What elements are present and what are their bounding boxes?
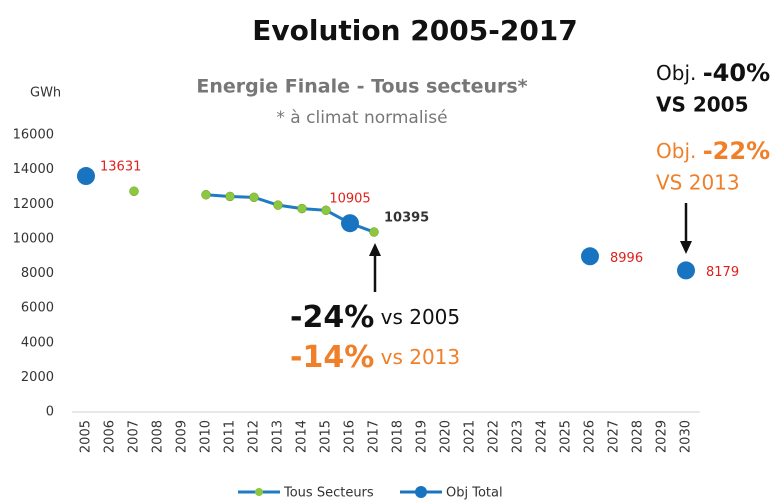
- legend-marker: [255, 488, 263, 496]
- x-tick-label: 2028: [631, 420, 646, 453]
- x-tick-label: 2010: [199, 420, 214, 453]
- y-tick-label: 8000: [21, 266, 54, 281]
- series-marker: [129, 186, 139, 197]
- chart-subtitle: Energie Finale - Tous secteurs*: [196, 76, 527, 98]
- x-tick-label: 2005: [79, 420, 94, 453]
- x-tick-label: 2019: [415, 420, 430, 453]
- x-tick-label: 2006: [103, 420, 118, 453]
- data-label: 8996: [610, 251, 643, 266]
- annotation-bold: -22%: [703, 137, 770, 165]
- series-marker: [369, 227, 379, 237]
- x-tick-label: 2007: [127, 420, 142, 453]
- x-tick-label: 2024: [535, 420, 550, 453]
- y-tick-label: 0: [46, 405, 54, 420]
- x-tick-label: 2030: [679, 420, 694, 453]
- annotation-bold: -40%: [703, 59, 770, 87]
- annotation-text: Obj.: [656, 61, 703, 85]
- y-tick-label: 12000: [13, 197, 54, 212]
- x-tick-label: 2009: [175, 420, 190, 453]
- y-tick-label: 2000: [21, 370, 54, 385]
- x-tick-label: 2027: [607, 420, 622, 453]
- series-marker: [225, 191, 235, 202]
- y-tick-label: 4000: [21, 335, 54, 350]
- x-tick-label: 2022: [487, 420, 502, 453]
- x-tick-label: 2011: [223, 420, 238, 453]
- annotation-text: vs 2005: [374, 305, 460, 329]
- x-tick-label: 2015: [319, 420, 334, 453]
- arrow: [369, 243, 381, 292]
- annotation-bold: -14%: [290, 340, 374, 375]
- x-tick-label: 2018: [391, 420, 406, 453]
- annotation-line2: VS 2005: [656, 93, 749, 117]
- chart-note: * à climat normalisé: [276, 108, 447, 128]
- x-tick-label: 2023: [511, 420, 526, 453]
- obj-marker: [341, 214, 359, 233]
- annotation: Obj. -22%: [656, 137, 770, 165]
- x-tick-label: 2029: [655, 420, 670, 453]
- obj-marker: [77, 167, 95, 186]
- y-tick-label: 6000: [21, 301, 54, 316]
- series-marker: [201, 189, 211, 200]
- x-tick-label: 2008: [151, 420, 166, 453]
- legend-label: Obj Total: [446, 486, 503, 501]
- x-tick-label: 2021: [463, 420, 478, 453]
- data-label: 8179: [706, 265, 739, 280]
- annotation: Obj. -40%: [656, 59, 770, 87]
- series-marker: [249, 192, 259, 203]
- annotation: -14% vs 2013: [290, 340, 460, 375]
- x-tick-label: 2017: [367, 420, 382, 453]
- series-marker: [321, 205, 331, 216]
- x-tick-label: 2014: [295, 420, 310, 453]
- annotation-text: Obj.: [656, 139, 703, 163]
- x-tick-label: 2016: [343, 420, 358, 453]
- series-marker: [273, 200, 283, 210]
- data-label: 10905: [329, 192, 370, 207]
- annotation: -24% vs 2005: [290, 300, 460, 335]
- data-label: 10395: [384, 211, 429, 226]
- x-tick-label: 2026: [583, 420, 598, 453]
- annotation-text: vs 2013: [374, 345, 460, 369]
- x-tick-label: 2020: [439, 420, 454, 453]
- y-tick-label: 14000: [13, 162, 54, 177]
- arrow: [680, 203, 692, 254]
- obj-marker: [581, 247, 599, 266]
- y-tick-label: 10000: [13, 231, 54, 246]
- data-label: 13631: [100, 160, 141, 175]
- x-tick-label: 2025: [559, 420, 574, 453]
- legend-marker: [415, 486, 427, 498]
- obj-marker: [677, 261, 695, 280]
- legend-label: Tous Secteurs: [283, 486, 374, 501]
- annotation-bold: -24%: [290, 300, 374, 335]
- y-tick-label: 16000: [13, 128, 54, 143]
- x-tick-label: 2012: [247, 420, 262, 453]
- series-marker: [297, 203, 307, 214]
- chart-title: Evolution 2005-2017: [252, 14, 578, 47]
- annotation-line2: VS 2013: [656, 171, 740, 195]
- y-axis-label: GWh: [30, 86, 61, 101]
- x-tick-label: 2013: [271, 420, 286, 453]
